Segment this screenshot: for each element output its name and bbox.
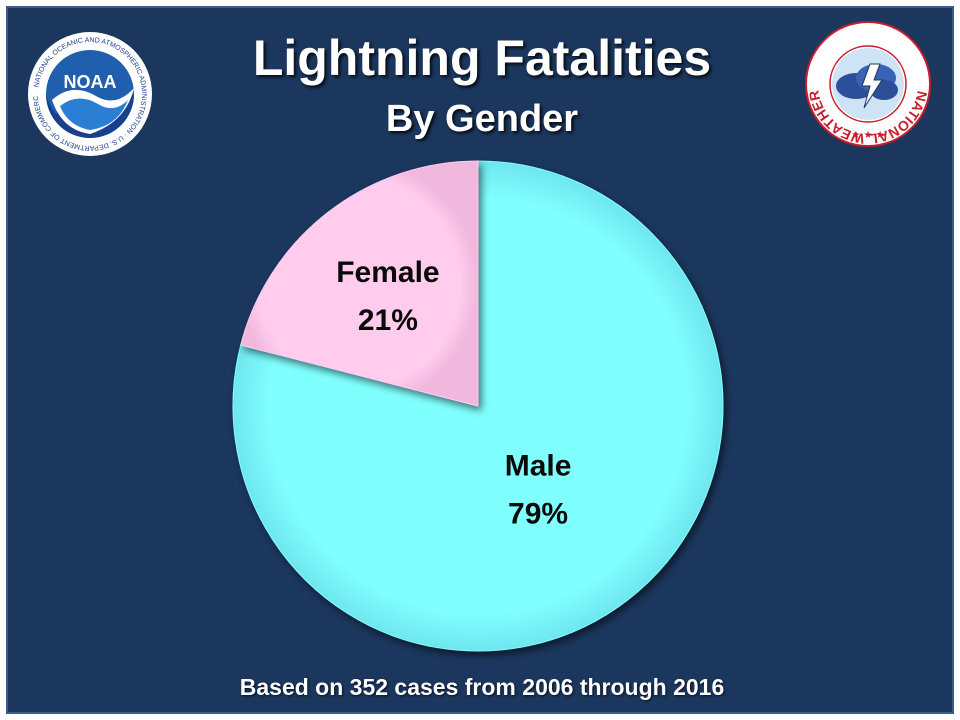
chart-subtitle: By Gender bbox=[385, 98, 579, 140]
pie-value-male: 79% bbox=[508, 497, 568, 530]
chart-footnote: Based on 352 cases from 2006 through 201… bbox=[239, 674, 725, 700]
pie-label-male: Male bbox=[505, 449, 572, 482]
noaa-logo-icon: NOAA NATIONAL OCEANIC AND ATMOSPHERIC AD… bbox=[26, 30, 152, 156]
slide-background: Lightning Fatalities By Gender NOAA NATI… bbox=[6, 6, 954, 714]
pie-slice-female bbox=[240, 160, 479, 407]
pie-value-female: 21% bbox=[358, 304, 418, 337]
noaa-logo-text: NOAA bbox=[64, 72, 117, 92]
svg-text:★ ★ ★: ★ ★ ★ bbox=[851, 130, 884, 141]
chart-title: Lightning Fatalities bbox=[252, 30, 712, 86]
pie-label-female: Female bbox=[336, 256, 439, 289]
nws-logo-icon: NATIONAL WEATHER SERVICE ★ ★ ★ bbox=[804, 20, 931, 147]
pie-chart: Male 79% Female 21% bbox=[232, 160, 724, 652]
pie-slice-male bbox=[232, 160, 724, 652]
